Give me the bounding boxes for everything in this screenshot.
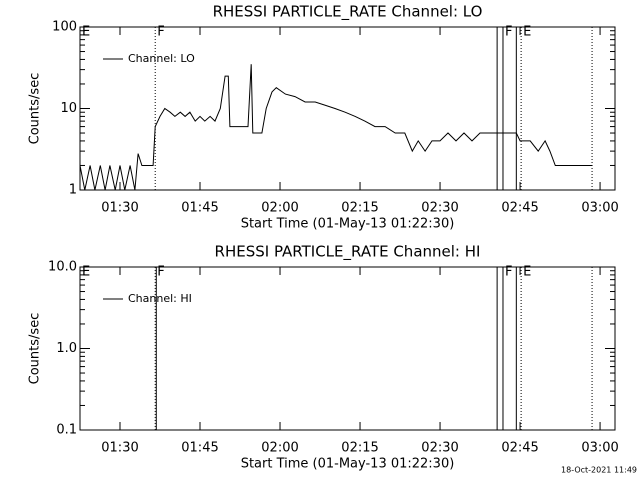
chart-title: RHESSI PARTICLE_RATE Channel: LO (213, 3, 483, 22)
x-axis-label: Start Time (01-May-13 01:22:30) (241, 217, 455, 232)
x-tick-label: 01:30 (101, 441, 138, 456)
x-tick-label: 01:45 (181, 441, 218, 456)
x-tick-label: 02:15 (341, 441, 378, 456)
x-tick-label: 03:00 (581, 441, 618, 456)
event-flag: E (523, 265, 531, 280)
event-flag: E (523, 25, 531, 40)
footer: 18-Oct-2021 11:49 (561, 466, 637, 475)
y-axis-label: Counts/sec (28, 313, 43, 385)
event-flag: E (82, 265, 90, 280)
x-tick-label: 01:30 (101, 201, 138, 216)
x-tick-label: 02:00 (261, 441, 298, 456)
data-line (79, 64, 593, 191)
x-tick-label: 01:45 (181, 201, 218, 216)
y-tick-label: 10 (60, 101, 77, 116)
event-flag: F (505, 25, 512, 40)
x-tick-label: 02:45 (501, 201, 538, 216)
event-flag: F (157, 265, 164, 280)
event-flag: E (82, 25, 90, 40)
y-tick-label: 10.0 (48, 260, 77, 275)
legend-label: Channel: HI (128, 292, 192, 305)
x-tick-label: 02:30 (421, 441, 458, 456)
x-tick-label: 02:15 (341, 201, 378, 216)
chart-title: RHESSI PARTICLE_RATE Channel: HI (215, 243, 481, 262)
x-tick-label: 02:30 (421, 201, 458, 216)
x-tick-label: 02:00 (261, 201, 298, 216)
y-tick-label: 0.1 (56, 423, 77, 438)
x-axis-label: Start Time (01-May-13 01:22:30) (241, 457, 455, 472)
x-tick-label: 02:45 (501, 441, 538, 456)
y-tick-label: 1 (69, 183, 77, 198)
event-flag: F (505, 265, 512, 280)
y-tick-label: 1.0 (56, 341, 77, 356)
x-tick-label: 03:00 (581, 201, 618, 216)
legend-label: Channel: LO (128, 52, 195, 65)
y-axis-label: Counts/sec (28, 73, 43, 145)
event-flag: F (157, 25, 164, 40)
y-tick-label: 100 (52, 20, 77, 35)
